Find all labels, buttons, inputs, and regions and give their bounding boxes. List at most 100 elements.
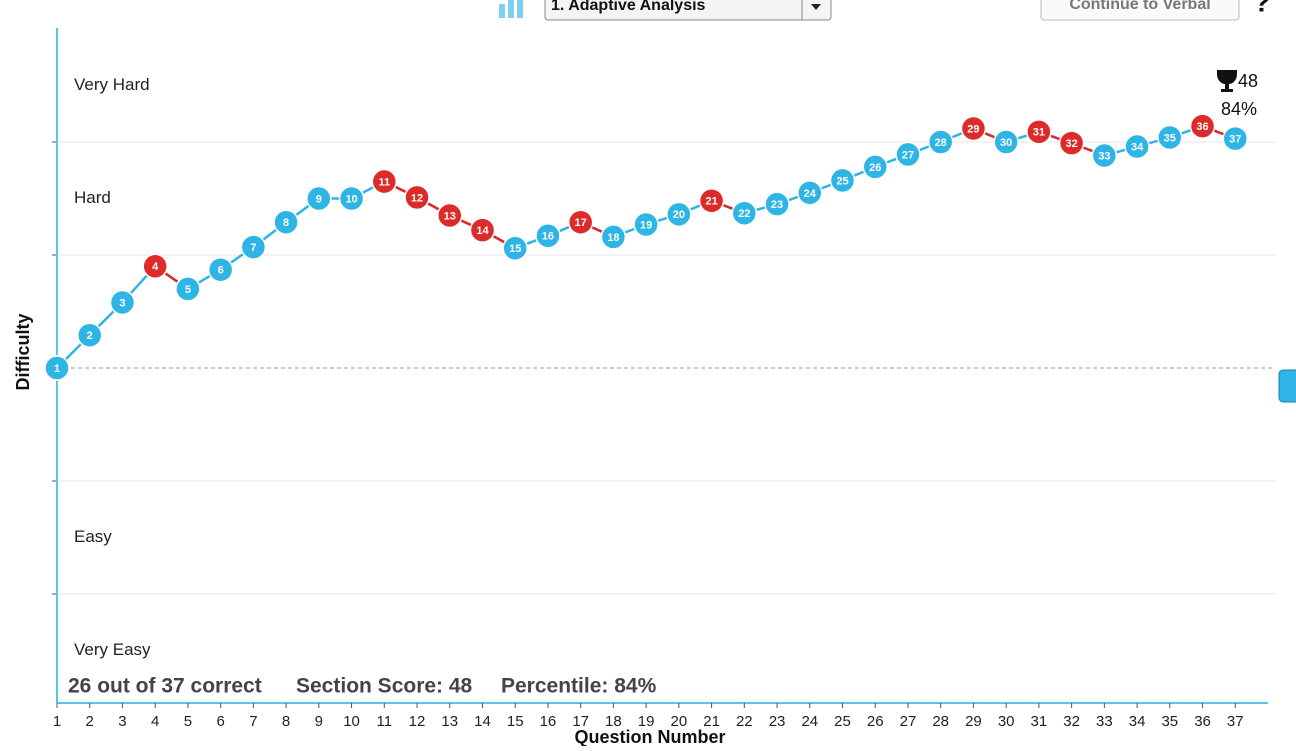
question-point <box>797 180 823 206</box>
x-tick-label: 32 <box>1063 713 1080 730</box>
x-tick-label: 18 <box>605 713 622 730</box>
point-label: 4 <box>152 261 159 273</box>
x-tick-label: 9 <box>315 713 323 730</box>
question-point <box>240 234 267 260</box>
question-point <box>600 224 627 250</box>
question-point <box>338 185 365 212</box>
point-label: 16 <box>542 231 554 243</box>
y-band-label: Hard <box>74 188 111 207</box>
question-point <box>502 235 528 261</box>
question-point <box>829 167 856 194</box>
question-point <box>1058 130 1085 156</box>
point-label: 9 <box>316 193 322 205</box>
x-tick-label: 16 <box>540 713 557 730</box>
x-tick-label: 2 <box>86 713 94 730</box>
question-point <box>1124 133 1150 160</box>
question-point <box>567 209 594 235</box>
question-point <box>404 184 430 211</box>
x-tick-label: 3 <box>118 713 126 730</box>
trophy-icon <box>1217 70 1237 92</box>
point-label: 7 <box>250 242 256 254</box>
point-label: 29 <box>967 123 979 135</box>
point-label: 3 <box>119 297 125 309</box>
point-label: 28 <box>935 137 947 149</box>
question-point <box>44 355 70 381</box>
x-tick-label: 20 <box>671 713 688 730</box>
question-point <box>371 168 398 195</box>
x-tick-label: 8 <box>282 713 290 730</box>
point-label: 17 <box>575 217 587 229</box>
x-tick-label: 24 <box>801 713 818 730</box>
point-label: 15 <box>509 243 521 255</box>
point-label: 14 <box>476 225 489 237</box>
x-tick-label: 15 <box>507 713 524 730</box>
x-tick-label: 7 <box>249 713 257 730</box>
x-tick-label: 5 <box>184 713 192 730</box>
question-point <box>1189 113 1216 139</box>
point-label: 2 <box>87 330 93 342</box>
button-label: Continue to Verbal <box>1069 0 1210 13</box>
point-label: 20 <box>673 209 685 221</box>
x-tick-label: 37 <box>1227 713 1244 730</box>
question-point <box>1026 119 1052 145</box>
help-icon[interactable]: ? <box>1253 0 1270 17</box>
x-tick-label: 10 <box>343 713 360 730</box>
question-point <box>862 154 888 180</box>
point-label: 23 <box>771 199 783 211</box>
dropdown[interactable] <box>544 0 832 21</box>
question-point <box>666 201 692 228</box>
x-tick-label: 22 <box>736 713 753 730</box>
question-point <box>76 322 103 348</box>
x-tick-label: 21 <box>703 713 720 730</box>
x-tick-label: 11 <box>377 713 393 730</box>
side-tab[interactable] <box>1278 369 1296 403</box>
point-label: 31 <box>1033 127 1045 139</box>
point-label: 6 <box>218 265 224 277</box>
question-point <box>960 115 987 142</box>
x-tick-label: 26 <box>867 713 884 730</box>
point-label: 11 <box>378 176 390 188</box>
x-tick-label: 1 <box>53 713 61 730</box>
x-tick-label: 12 <box>409 713 426 730</box>
point-label: 18 <box>607 232 619 244</box>
x-tick-label: 6 <box>216 713 224 730</box>
question-point <box>175 276 201 302</box>
question-point <box>895 141 921 168</box>
point-label: 1 <box>54 363 60 375</box>
point-label: 8 <box>283 217 289 229</box>
y-band-label: Very Easy <box>74 640 151 659</box>
question-point <box>1157 124 1183 151</box>
continue-button[interactable] <box>1040 0 1240 21</box>
line <box>56 124 1236 369</box>
question-point <box>764 191 790 217</box>
question-point <box>109 289 136 316</box>
percentile: Percentile: 84% <box>501 675 657 698</box>
point-label: 24 <box>804 188 817 200</box>
question-point <box>273 209 299 235</box>
point-label: 27 <box>902 149 914 161</box>
question-point <box>437 202 463 229</box>
question-point <box>1222 125 1249 152</box>
question-point <box>731 200 758 226</box>
point-label: 32 <box>1065 138 1077 150</box>
point-label: 37 <box>1229 134 1241 146</box>
point-label: 10 <box>345 193 357 205</box>
x-tick-label: 4 <box>151 713 159 730</box>
point-label: 25 <box>836 175 848 187</box>
x-axis-label: Question Number <box>574 727 725 746</box>
question-point <box>469 217 496 243</box>
point-label: 5 <box>185 284 191 296</box>
x-tick-label: 28 <box>932 713 949 730</box>
question-point <box>306 185 332 212</box>
x-tick-label: 30 <box>998 713 1015 730</box>
x-tick-label: 14 <box>474 713 491 730</box>
question-point <box>633 211 659 238</box>
x-tick-label: 35 <box>1161 713 1178 730</box>
x-tick-label: 31 <box>1031 713 1048 730</box>
chart-icon <box>508 0 514 18</box>
point-label: 22 <box>738 208 750 220</box>
x-tick-label: 17 <box>572 713 589 730</box>
x-tick-label: 34 <box>1129 713 1146 730</box>
final-score: 48 <box>1238 71 1258 91</box>
